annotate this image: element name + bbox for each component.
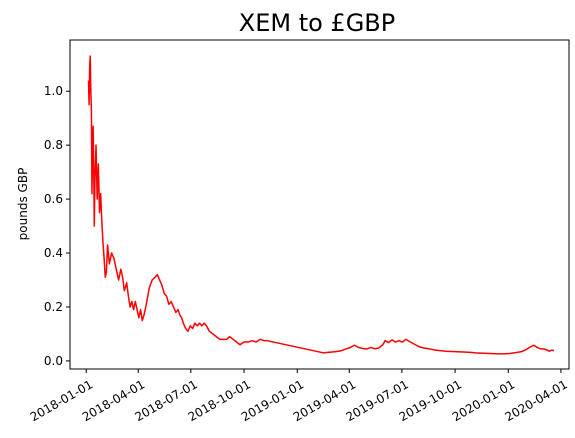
y-tick-label: 1.0 [44, 84, 63, 98]
series-line-xem-gbp [87, 55, 555, 355]
y-tick-label: 0.2 [44, 300, 63, 314]
y-tick-label: 0.8 [44, 138, 63, 152]
y-tick-label: 0.0 [44, 354, 63, 368]
y-tick-label: 0.6 [44, 192, 63, 206]
y-tick-label: 0.4 [44, 246, 63, 260]
plot-area: 0.00.20.40.60.81.0 2018-01-012018-04-012… [28, 39, 570, 424]
y-axis-label: pounds GBP [16, 168, 30, 241]
plot-frame [69, 39, 570, 370]
chart-title: XEM to £GBP [239, 9, 395, 37]
